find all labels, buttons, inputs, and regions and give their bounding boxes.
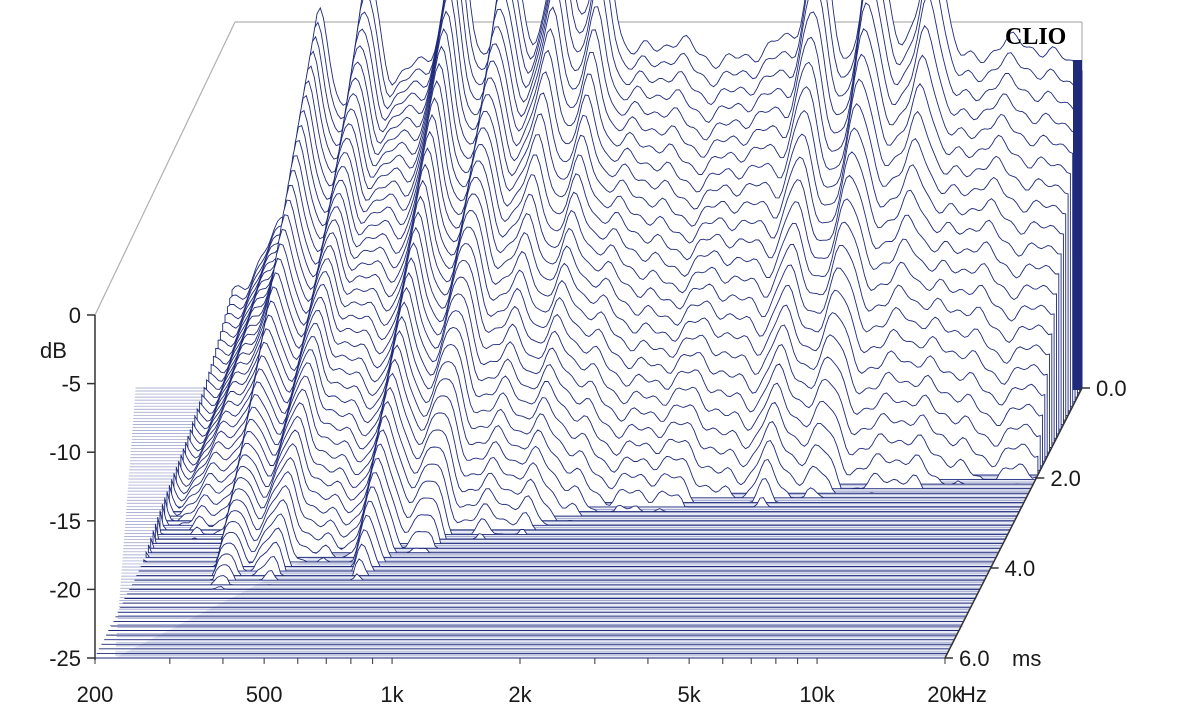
z-axis-ticks: 0.0 2.0 4.0 6.0 — [945, 376, 1127, 671]
z-axis-line — [944, 387, 1083, 659]
y-tick-label: 0 — [69, 303, 81, 328]
z-tick-label: 6.0 — [959, 646, 990, 671]
y-axis-label: dB — [40, 338, 67, 363]
y-tick-label: -15 — [49, 509, 81, 534]
x-axis-unit: Hz — [960, 682, 987, 707]
x-tick-label: 20k — [927, 682, 963, 707]
frame-edge-left — [94, 21, 236, 316]
x-tick-label: 5k — [677, 682, 701, 707]
y-tick-label: -5 — [61, 372, 81, 397]
brand-logo: CLIO — [1005, 24, 1066, 50]
y-tick-label: -25 — [49, 646, 81, 671]
z-axis-unit: ms — [1012, 646, 1041, 671]
x-tick-label: 500 — [246, 682, 283, 707]
x-tick-label: 1k — [380, 682, 404, 707]
z-tick-label: 4.0 — [1005, 556, 1036, 581]
waterfall-slice — [128, 586, 981, 590]
z-tick-label: 2.0 — [1050, 466, 1081, 491]
x-tick-label: 2k — [508, 682, 532, 707]
x-tick-label: 10k — [799, 682, 835, 707]
x-tick-label: 200 — [77, 682, 114, 707]
waterfall-traces — [95, 0, 1083, 659]
y-tick-label: -10 — [49, 440, 81, 465]
back-wall-bar — [1073, 60, 1082, 390]
x-axis-ticks: 200 500 1k 2k 5k 10k 20k — [77, 658, 964, 707]
y-axis-ticks: 0 -5 -10 -15 -20 -25 — [49, 303, 95, 671]
y-tick-label: -20 — [49, 577, 81, 602]
waterfall-slice — [131, 575, 983, 586]
z-tick-label: 0.0 — [1096, 376, 1127, 401]
